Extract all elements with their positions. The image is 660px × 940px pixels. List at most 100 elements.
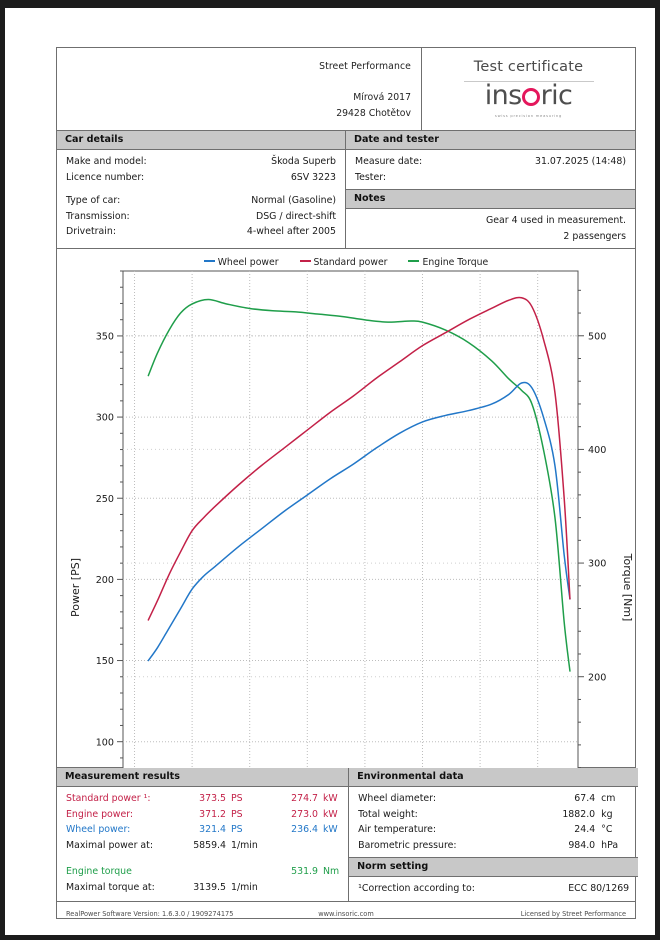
logo-o-icon — [522, 88, 541, 106]
row-label: Make and model: — [66, 156, 147, 167]
company-address-street: Mírová 2017 — [353, 92, 411, 103]
svg-text:100: 100 — [96, 737, 114, 748]
date-tester-notes-panel: Date and tester Measure date: 31.07.2025… — [346, 131, 635, 248]
row-unit: °C — [601, 824, 613, 835]
row-value: DSG / direct-shift — [256, 210, 336, 222]
row-label: Engine power: — [66, 808, 134, 820]
row-unit-ps — [226, 864, 266, 880]
svg-text:350: 350 — [96, 332, 114, 343]
car-details-rows: Make and model: Škoda Superb Licence num… — [57, 150, 345, 244]
row-unit-nm — [318, 880, 339, 896]
logo-text-right: ric — [540, 80, 573, 111]
legend-item-standard-power: Standard power — [299, 257, 388, 268]
row-value: 24.4 — [574, 824, 596, 835]
footer-licence: Licensed by Street Performance — [520, 910, 627, 918]
row-unit-kw — [318, 838, 339, 854]
row-label: Wheel diameter: — [358, 793, 436, 804]
svg-text:300: 300 — [96, 413, 114, 424]
svg-text:200: 200 — [96, 575, 114, 586]
table-row: Wheel diameter: 67.4 cm — [358, 791, 629, 807]
footer-software-version: RealPower Software Version: 1.6.3.0 / 19… — [66, 910, 234, 918]
table-row: Measure date: 31.07.2025 (14:48) — [355, 154, 626, 170]
row-value: 4-wheel after 2005 — [246, 226, 336, 237]
svg-text:150: 150 — [96, 656, 114, 667]
svg-text:300: 300 — [588, 559, 606, 570]
company-address-city: 29428 Chotětov — [336, 108, 411, 119]
table-row: Air temperature: 24.4 °C — [358, 822, 629, 838]
measurement-results-panel: Measurement results Standard power ¹: 37… — [57, 768, 350, 901]
row-unit-kw: kW — [323, 824, 338, 835]
row-label: Tester: — [355, 171, 387, 183]
row-value-ps — [174, 864, 226, 880]
row-value: 1882.0 — [562, 808, 596, 820]
certificate-footer: RealPower Software Version: 1.6.3.0 / 19… — [57, 900, 635, 927]
table-row: Maximal power at: 5859.4 1/min — [66, 838, 339, 854]
row-value-group: 24.4 °C — [547, 822, 629, 838]
list-item: 2 passengers — [355, 229, 626, 245]
info-section: Car details Make and model: Škoda Superb… — [57, 131, 635, 249]
legend-label: Wheel power — [217, 257, 279, 268]
chart-canvas: 05010015020025030035001002003004005002 5… — [69, 270, 634, 768]
table-row: Wheel power: 321.4 PS 236.4 kW — [66, 822, 339, 838]
environmental-data-title: Environmental data — [349, 768, 639, 787]
row-value: 6SV 3223 — [290, 171, 336, 183]
row-unit-ps: PS — [231, 808, 243, 820]
company-name: Street Performance — [319, 61, 411, 72]
chart-legend: Wheel power Standard power Engine Torque — [57, 257, 635, 268]
row-label: Maximal power at: — [66, 839, 153, 851]
table-row: Tester: — [355, 170, 626, 186]
row-value-ps: 371.2 — [199, 808, 226, 820]
row-label: Engine torque — [66, 866, 132, 877]
svg-text:400: 400 — [588, 445, 606, 456]
row-value: 984.0 — [568, 839, 596, 851]
car-details-title: Car details — [57, 131, 345, 150]
row-value: ECC 80/1269 — [568, 883, 630, 894]
row-spacer — [66, 185, 336, 193]
list-item: Gear 4 used in measurement. — [355, 213, 626, 229]
row-label: ¹Correction according to: — [358, 883, 475, 894]
row-value: Normal (Gasoline) — [251, 195, 336, 206]
table-row: Make and model: Škoda Superb — [66, 154, 336, 170]
certificate-title: Test certificate — [473, 59, 584, 75]
row-unit: hPa — [601, 839, 619, 851]
row-value-kw — [266, 838, 318, 854]
table-row: Engine power: 371.2 PS 273.0 kW — [66, 807, 339, 823]
row-value-ps: 3139.5 — [193, 881, 226, 893]
row-unit-nm: Nm — [323, 866, 340, 877]
table-row: Type of car: Normal (Gasoline) — [66, 193, 336, 209]
environmental-norm-panel: Environmental data Wheel diameter: 67.4 … — [349, 768, 639, 901]
table-row: Engine torque 531.9 Nm — [66, 864, 339, 880]
svg-text:200: 200 — [588, 672, 606, 683]
legend-label: Engine Torque — [422, 257, 489, 268]
logo-text-left: ins — [484, 80, 522, 111]
row-label: Total weight: — [358, 808, 418, 820]
row-unit-kw: kW — [323, 808, 338, 820]
row-label: Wheel power: — [66, 824, 131, 835]
header-company-block: Street Performance Mírová 2017 29428 Cho… — [57, 48, 422, 130]
row-value-nm — [266, 880, 318, 896]
row-label: Measure date: — [355, 156, 423, 167]
measurement-results-title: Measurement results — [57, 768, 349, 787]
svg-text:Torque [Nm]: Torque [Nm] — [621, 553, 634, 622]
legend-item-wheel-power: Wheel power — [203, 257, 279, 268]
row-unit-ps: 1/min — [231, 881, 258, 893]
row-unit-ps: 1/min — [231, 839, 258, 851]
logo-tagline: swiss precision measuring — [494, 114, 563, 118]
row-value: Škoda Superb — [271, 156, 336, 167]
row-value-group: 1882.0 kg — [547, 807, 629, 823]
legend-swatch-icon — [408, 260, 420, 262]
row-value-ps: 5859.4 — [193, 839, 226, 851]
table-row: Licence number: 6SV 3223 — [66, 170, 336, 186]
svg-text:250: 250 — [96, 494, 114, 505]
footer-website[interactable]: www.insoric.com — [318, 910, 374, 918]
note-line: 2 passengers — [563, 230, 626, 242]
row-value-group: 984.0 hPa — [547, 838, 629, 854]
environmental-data-rows: Wheel diameter: 67.4 cm Total weight: 18… — [349, 787, 638, 857]
date-and-tester-title: Date and tester — [346, 131, 635, 150]
insoric-logo: ins ric — [422, 82, 635, 109]
svg-text:Power [PS]: Power [PS] — [69, 558, 82, 617]
row-unit-ps: PS — [231, 824, 243, 835]
date-and-tester-rows: Measure date: 31.07.2025 (14:48) Tester: — [346, 150, 635, 189]
row-label: Barometric pressure: — [358, 839, 457, 851]
notes-title: Notes — [346, 189, 635, 209]
